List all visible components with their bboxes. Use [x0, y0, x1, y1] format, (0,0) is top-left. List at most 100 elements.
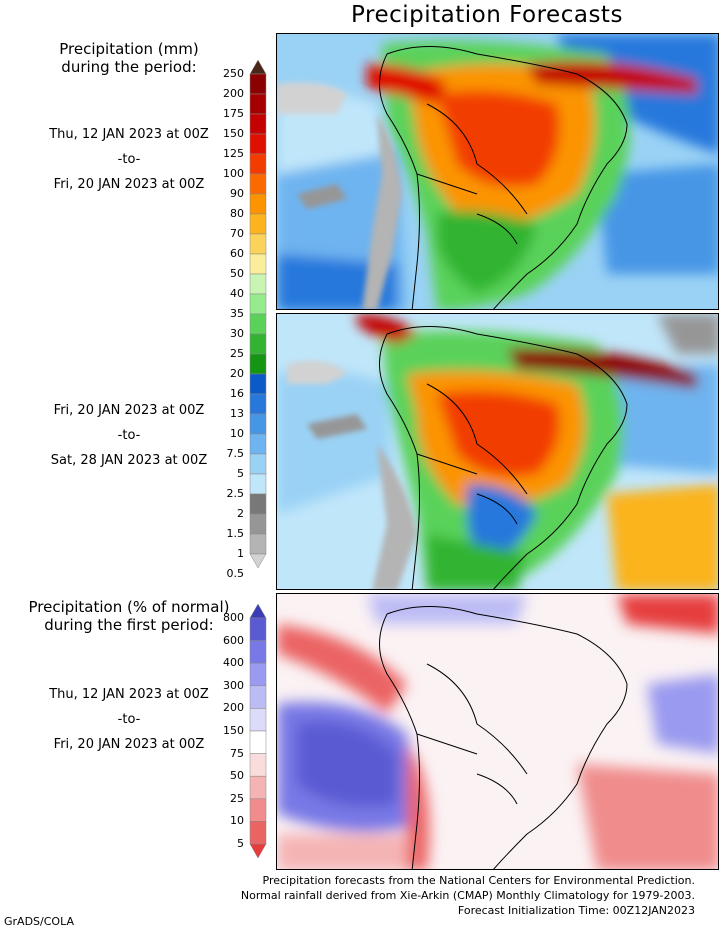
mm-tick-label: 30: [230, 327, 244, 340]
pct-tick-label: 300: [223, 678, 244, 692]
mm-tick-label: 40: [230, 287, 244, 300]
mm-colorbar-swatch: [249, 213, 267, 235]
mm-colorbar-swatch: [249, 353, 267, 375]
pct-tick-label: 50: [230, 769, 244, 783]
mm-tick-label: 175: [223, 107, 244, 120]
pct-colorbar-swatch: [249, 708, 267, 732]
footer-line3: Forecast Initialization Time: 00Z12JAN20…: [457, 904, 695, 917]
mm-tick-label: 150: [223, 127, 244, 140]
footer-line2: Normal rainfall derived from Xie-Arkin (…: [240, 889, 695, 902]
mm-legend-title-line1: Precipitation (mm): [59, 40, 199, 58]
mm-tick-label: 60: [230, 247, 244, 260]
forecast-map-period-2: [276, 313, 719, 590]
pct-tick-label: 25: [230, 791, 244, 805]
mm-colorbar-bottom-arrow: [249, 553, 267, 568]
mm-colorbar-swatch: [249, 113, 267, 135]
mm-tick-label: 50: [230, 267, 244, 280]
pct-colorbar-swatch: [249, 821, 267, 845]
footer-notes: Precipitation forecasts from the Nationa…: [241, 873, 695, 918]
mm-tick-label: 35: [230, 307, 244, 320]
period-3-start: Thu, 12 JAN 2023 at 00Z: [49, 687, 209, 702]
period-2-sep: -to-: [117, 428, 141, 443]
pct-colorbar-swatch: [249, 775, 267, 800]
page-title: Precipitation Forecasts: [351, 2, 623, 28]
mm-tick-label: 100: [223, 167, 244, 180]
pct-colorbar-swatch: [249, 798, 267, 822]
pct-tick-label: 400: [223, 656, 244, 670]
mm-colorbar-swatch: [249, 393, 267, 415]
mm-tick-label: 2.5: [226, 487, 245, 500]
pct-colorbar-swatch: [249, 617, 267, 641]
mm-colorbar-swatch: [249, 193, 267, 215]
mm-colorbar-top-arrow: [249, 60, 267, 75]
pct-colorbar-swatch: [249, 662, 267, 687]
period-3-end: Fri, 20 JAN 2023 at 00Z: [53, 737, 205, 752]
pct-colorbar-swatch: [249, 640, 267, 664]
forecast-map-period-1: [276, 33, 719, 310]
mm-tick-label: 80: [230, 207, 244, 220]
pct-colorbar-swatch: [249, 753, 267, 777]
mm-tick-label: 250: [223, 67, 244, 80]
period-3-sep: -to-: [117, 712, 141, 727]
pct-colorbar: [249, 604, 267, 858]
mm-colorbar-swatch: [249, 93, 267, 115]
mm-colorbar-swatch: [249, 273, 267, 295]
mm-colorbar-swatch: [249, 73, 267, 95]
pct-tick-label: 200: [223, 701, 244, 715]
mm-tick-label: 2: [237, 507, 244, 520]
pct-tick-label: 10: [230, 814, 244, 828]
pct-tick-label: 5: [237, 837, 244, 850]
footer-line1: Precipitation forecasts from the Nationa…: [262, 874, 696, 887]
mm-legend-title-line2: during the period:: [61, 58, 197, 76]
pct-legend-title-line2: during the first period:: [44, 616, 214, 634]
mm-tick-label: 13: [230, 407, 244, 420]
period-2-start: Fri, 20 JAN 2023 at 00Z: [53, 403, 205, 418]
mm-colorbar-swatch: [249, 253, 267, 275]
pct-colorbar-swatch: [249, 730, 267, 754]
mm-tick-label: 7.5: [226, 447, 245, 460]
period-1-sep: -to-: [117, 152, 141, 167]
period-2-label: Fri, 20 JAN 2023 at 00Z -to- Sat, 28 JAN…: [0, 403, 258, 469]
pct-tick-label: 600: [223, 633, 244, 647]
mm-tick-label: 125: [223, 147, 244, 160]
period-3-label: Thu, 12 JAN 2023 at 00Z -to- Fri, 20 JAN…: [0, 687, 258, 753]
mm-tick-label: 0.5: [226, 567, 245, 580]
mm-colorbar-swatch: [249, 413, 267, 435]
mm-tick-label: 5: [237, 467, 244, 480]
mm-colorbar: [249, 60, 267, 568]
mm-tick-label: 20: [230, 367, 244, 380]
period-1-start: Thu, 12 JAN 2023 at 00Z: [49, 127, 209, 142]
mm-colorbar-swatch: [249, 533, 267, 555]
pct-colorbar-swatch: [249, 685, 267, 709]
mm-colorbar-swatch: [249, 333, 267, 355]
mm-colorbar-swatch: [249, 133, 267, 155]
pct-legend-title-line1: Precipitation (% of normal): [28, 598, 230, 616]
mm-tick-label: 16: [230, 387, 244, 400]
pct-tick-label: 150: [223, 724, 244, 737]
mm-tick-label: 90: [230, 187, 244, 200]
mm-colorbar-swatch: [249, 173, 267, 195]
mm-colorbar-swatch: [249, 513, 267, 535]
mm-tick-label: 1.5: [226, 527, 245, 540]
mm-legend-title: Precipitation (mm) during the period:: [0, 40, 258, 76]
pct-tick-label: 75: [230, 746, 244, 760]
period-2-end: Sat, 28 JAN 2023 at 00Z: [50, 453, 208, 468]
mm-colorbar-swatch: [249, 313, 267, 335]
mm-colorbar-swatch: [249, 293, 267, 315]
mm-colorbar-swatch: [249, 473, 267, 495]
mm-colorbar-swatch: [249, 433, 267, 455]
pct-tick-label: 800: [223, 611, 244, 624]
pct-colorbar-bottom-arrow: [249, 843, 267, 858]
period-1-label: Thu, 12 JAN 2023 at 00Z -to- Fri, 20 JAN…: [0, 127, 258, 193]
mm-tick-label: 25: [230, 347, 244, 360]
mm-tick-label: 70: [230, 227, 244, 240]
period-1-end: Fri, 20 JAN 2023 at 00Z: [53, 177, 205, 192]
pct-colorbar-top-arrow: [249, 604, 267, 619]
pct-legend-title: Precipitation (% of normal) during the f…: [0, 598, 258, 634]
mm-colorbar-swatch: [249, 153, 267, 175]
mm-colorbar-swatch: [249, 373, 267, 395]
grads-credit: GrADS/COLA: [4, 915, 74, 928]
mm-colorbar-swatch: [249, 493, 267, 515]
mm-colorbar-swatch: [249, 233, 267, 255]
mm-colorbar-swatch: [249, 453, 267, 475]
